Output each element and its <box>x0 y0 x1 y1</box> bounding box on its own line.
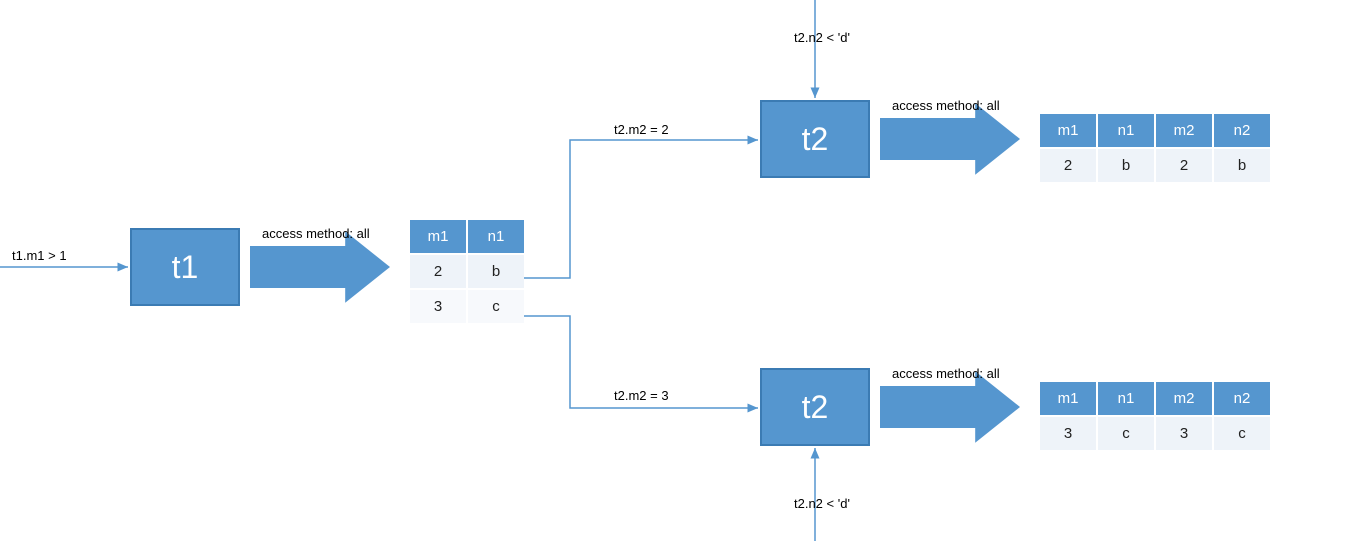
access-arrow-a3 <box>880 371 1020 442</box>
node-t2-lower-label: t2 <box>802 389 829 426</box>
intermediate-table: m1n12b3c <box>408 218 526 325</box>
result-table-upper: m1n1m2n22b2b <box>1038 112 1272 184</box>
diagram-root: t1 t2 t2 m1n12b3c m1n1m2n22b2b m1n1m2n23… <box>0 0 1363 541</box>
join-predicate-lower: t2.m2 = 3 <box>614 388 669 403</box>
filter-label-t1-in: t1.m1 > 1 <box>12 248 67 263</box>
access-arrow-a1 <box>250 231 390 302</box>
node-t1: t1 <box>130 228 240 306</box>
node-t2-upper-label: t2 <box>802 121 829 158</box>
join-predicate-upper: t2.m2 = 2 <box>614 122 669 137</box>
filter-label-t2-lower: t2.n2 < 'd' <box>794 496 850 511</box>
access-method-label-3: access method: all <box>892 366 1000 381</box>
node-t2-upper: t2 <box>760 100 870 178</box>
access-arrow-a2 <box>880 103 1020 174</box>
filter-label-t2-upper: t2.n2 < 'd' <box>794 30 850 45</box>
access-method-label-1: access method: all <box>262 226 370 241</box>
node-t1-label: t1 <box>172 249 199 286</box>
access-method-label-2: access method: all <box>892 98 1000 113</box>
result-table-lower: m1n1m2n23c3c <box>1038 380 1272 452</box>
node-t2-lower: t2 <box>760 368 870 446</box>
connector-tbl1-to-t2a <box>524 140 758 278</box>
